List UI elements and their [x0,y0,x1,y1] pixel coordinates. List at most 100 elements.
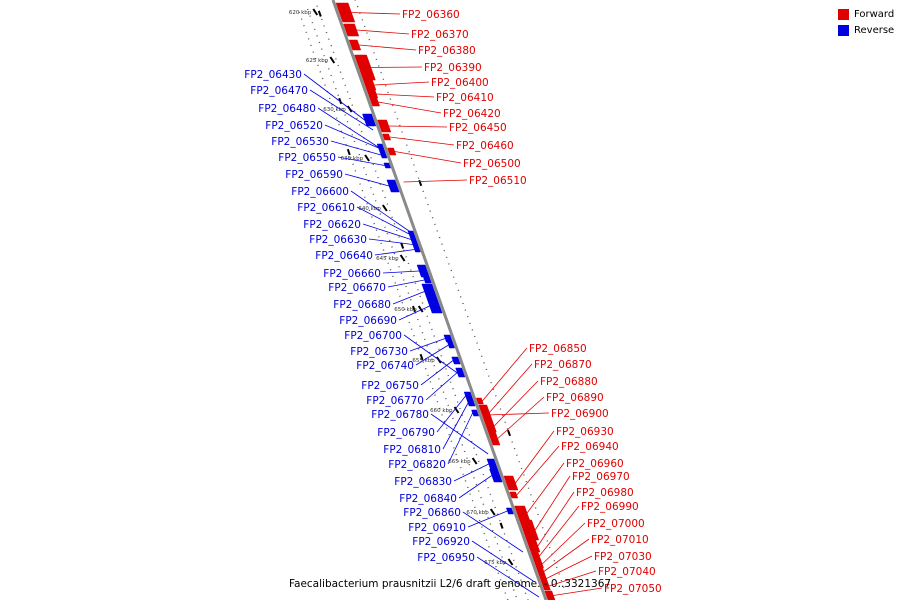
forward-gene-feature[interactable] [382,133,392,141]
reverse-gene-label[interactable]: FP2_06670 [328,282,386,294]
forward-gene-label[interactable]: FP2_06370 [411,29,469,41]
reverse-gene-feature[interactable] [426,298,443,314]
forward-gene-feature[interactable] [526,539,541,553]
reverse-gene-label[interactable]: FP2_06780 [371,409,429,421]
forward-gene-feature[interactable] [509,491,519,499]
reverse-gene-feature[interactable] [362,113,377,127]
forward-gene-feature[interactable] [343,23,360,37]
reverse-gene-label[interactable]: FP2_06820 [388,459,446,471]
reverse-gene-feature[interactable] [379,151,388,159]
reverse-gene-feature[interactable] [386,179,400,193]
forward-gene-label[interactable]: FP2_06870 [534,359,592,371]
forward-gene-feature[interactable] [354,54,376,81]
reverse-gene-feature[interactable] [383,162,391,169]
reverse-gene-label[interactable]: FP2_06680 [333,299,391,311]
forward-gene-feature[interactable] [483,419,497,433]
forward-gene-label[interactable]: FP2_06390 [424,62,482,74]
forward-gene-feature[interactable] [541,581,551,591]
forward-gene-feature[interactable] [377,119,392,133]
reverse-gene-label[interactable]: FP2_06920 [412,536,470,548]
forward-gene-feature[interactable] [503,475,519,491]
forward-gene-label[interactable]: FP2_06420 [443,108,501,120]
forward-gene-feature[interactable] [475,397,484,405]
forward-gene-label[interactable]: FP2_06380 [418,45,476,57]
reverse-gene-label[interactable]: FP2_06770 [366,395,424,407]
reverse-gene-label[interactable]: FP2_06590 [285,169,343,181]
forward-gene-feature[interactable] [335,2,356,23]
reverse-gene-feature[interactable] [471,409,480,417]
forward-gene-label[interactable]: FP2_06980 [576,487,634,499]
reading-frame-dots [298,0,567,600]
reverse-gene-label[interactable]: FP2_06550 [278,152,336,164]
reverse-gene-feature[interactable] [466,399,476,407]
forward-gene-label[interactable]: FP2_07030 [594,551,652,563]
reverse-gene-label[interactable]: FP2_06830 [394,476,452,488]
forward-gene-label[interactable]: FP2_06450 [449,122,507,134]
forward-gene-feature[interactable] [348,39,362,51]
reverse-gene-feature[interactable] [413,246,421,253]
forward-gene-label[interactable]: FP2_06890 [546,392,604,404]
forward-gene-label[interactable]: FP2_06990 [581,501,639,513]
forward-gene-label[interactable]: FP2_06410 [436,92,494,104]
reverse-gene-label[interactable]: FP2_06530 [271,136,329,148]
reverse-gene-feature[interactable] [455,367,466,378]
reverse-leader-line [430,413,489,455]
forward-gene-label[interactable]: FP2_07010 [591,534,649,546]
reverse-gene-label[interactable]: FP2_06470 [250,85,308,97]
forward-gene-label[interactable]: FP2_07000 [587,518,645,530]
forward-gene-feature[interactable] [363,79,377,91]
gene-features [335,2,556,600]
reverse-gene-feature[interactable] [422,276,432,284]
forward-gene-label[interactable]: FP2_06400 [431,77,489,89]
reverse-gene-label[interactable]: FP2_06630 [309,234,367,246]
reverse-gene-feature[interactable] [447,341,455,349]
forward-gene-label[interactable]: FP2_07050 [604,583,662,595]
forward-gene-label[interactable]: FP2_06360 [402,9,460,21]
forward-gene-label[interactable]: FP2_06960 [566,458,624,470]
reverse-gene-feature[interactable] [443,334,453,343]
reverse-gene-label[interactable]: FP2_06700 [344,330,402,342]
reverse-gene-label[interactable]: FP2_06910 [408,522,466,534]
forward-gene-label[interactable]: FP2_06900 [551,408,609,420]
forward-gene-feature[interactable] [387,147,397,156]
reverse-gene-feature[interactable] [416,264,430,278]
reverse-gene-label[interactable]: FP2_06790 [377,427,435,439]
reverse-gene-feature[interactable] [451,356,461,365]
forward-gene-label[interactable]: FP2_06460 [456,140,514,152]
forward-leader-line [497,396,545,439]
reverse-gene-label[interactable]: FP2_06810 [383,444,441,456]
reverse-gene-feature[interactable] [505,507,514,515]
reverse-gene-label[interactable]: FP2_06640 [315,250,373,262]
scale-tick-label: 655 kbp [412,358,435,364]
reverse-gene-label[interactable]: FP2_06860 [403,507,461,519]
forward-gene-feature[interactable] [544,590,556,600]
forward-leader-line [515,430,555,484]
forward-gene-label[interactable]: FP2_06850 [529,343,587,355]
forward-gene-label[interactable]: FP2_06880 [540,376,598,388]
forward-gene-label[interactable]: FP2_06940 [561,441,619,453]
forward-gene-feature[interactable] [519,519,540,541]
reverse-gene-feature[interactable] [489,468,503,483]
forward-gene-label[interactable]: FP2_06500 [463,158,521,170]
reverse-gene-label[interactable]: FP2_06520 [265,120,323,132]
forward-gene-feature[interactable] [488,431,501,446]
forward-gene-label[interactable]: FP2_06930 [556,426,614,438]
reverse-gene-label[interactable]: FP2_06600 [291,186,349,198]
reverse-gene-label[interactable]: FP2_06430 [244,69,302,81]
reverse-gene-label[interactable]: FP2_06690 [339,315,397,327]
reverse-gene-label[interactable]: FP2_06740 [356,360,414,372]
forward-gene-feature[interactable] [533,559,544,569]
forward-gene-label[interactable]: FP2_06970 [572,471,630,483]
reverse-gene-label[interactable]: FP2_06610 [297,202,355,214]
reverse-gene-label[interactable]: FP2_06620 [303,219,361,231]
reverse-gene-label[interactable]: FP2_06480 [258,103,316,115]
reverse-gene-label[interactable]: FP2_06730 [350,346,408,358]
forward-gene-label[interactable]: FP2_07040 [598,566,656,578]
forward-gene-label[interactable]: FP2_06510 [469,175,527,187]
reverse-gene-label[interactable]: FP2_06750 [361,380,419,392]
reverse-gene-label[interactable]: FP2_06950 [417,552,475,564]
forward-gene-feature[interactable] [369,97,380,107]
reverse-gene-label[interactable]: FP2_06840 [399,493,457,505]
reverse-gene-label[interactable]: FP2_06660 [323,268,381,280]
forward-gene-feature[interactable] [366,89,379,99]
